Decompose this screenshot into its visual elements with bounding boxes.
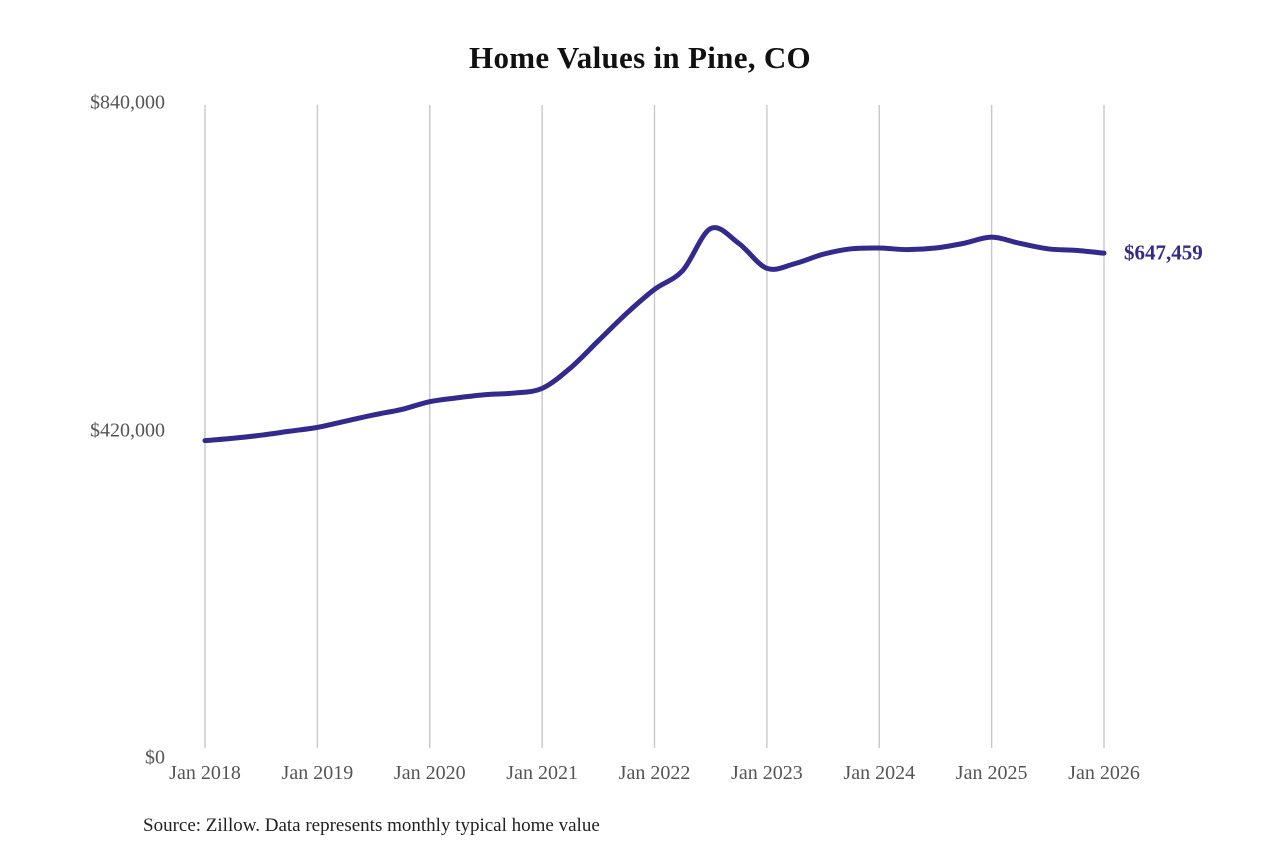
y-axis-tick-label: $840,000 xyxy=(90,91,165,114)
x-axis-tick-label: Jan 2020 xyxy=(393,762,466,784)
x-axis-tick-label: Jan 2018 xyxy=(169,762,241,784)
x-axis-tick-label: Jan 2019 xyxy=(281,762,354,784)
x-axis-tick-label: Jan 2025 xyxy=(955,762,1028,784)
data-series-line xyxy=(202,225,1107,444)
x-axis-tick-label: Jan 2026 xyxy=(1068,762,1140,784)
x-axis-tick-label: Jan 2022 xyxy=(618,762,691,784)
x-axis-tick-label: Jan 2021 xyxy=(506,762,578,784)
chart-title: Home Values in Pine, CO xyxy=(469,40,811,75)
x-axis-tick-label: Jan 2023 xyxy=(731,762,803,784)
end-value-annotation: $647,459 xyxy=(1124,240,1203,265)
y-axis-tick-label: $420,000 xyxy=(90,419,165,441)
gridlines xyxy=(204,105,1105,748)
source-note: Source: Zillow. Data represents monthly … xyxy=(143,815,600,836)
x-axis-tick-label: Jan 2024 xyxy=(843,762,916,784)
y-axis-tick-label: $0 xyxy=(145,746,165,769)
